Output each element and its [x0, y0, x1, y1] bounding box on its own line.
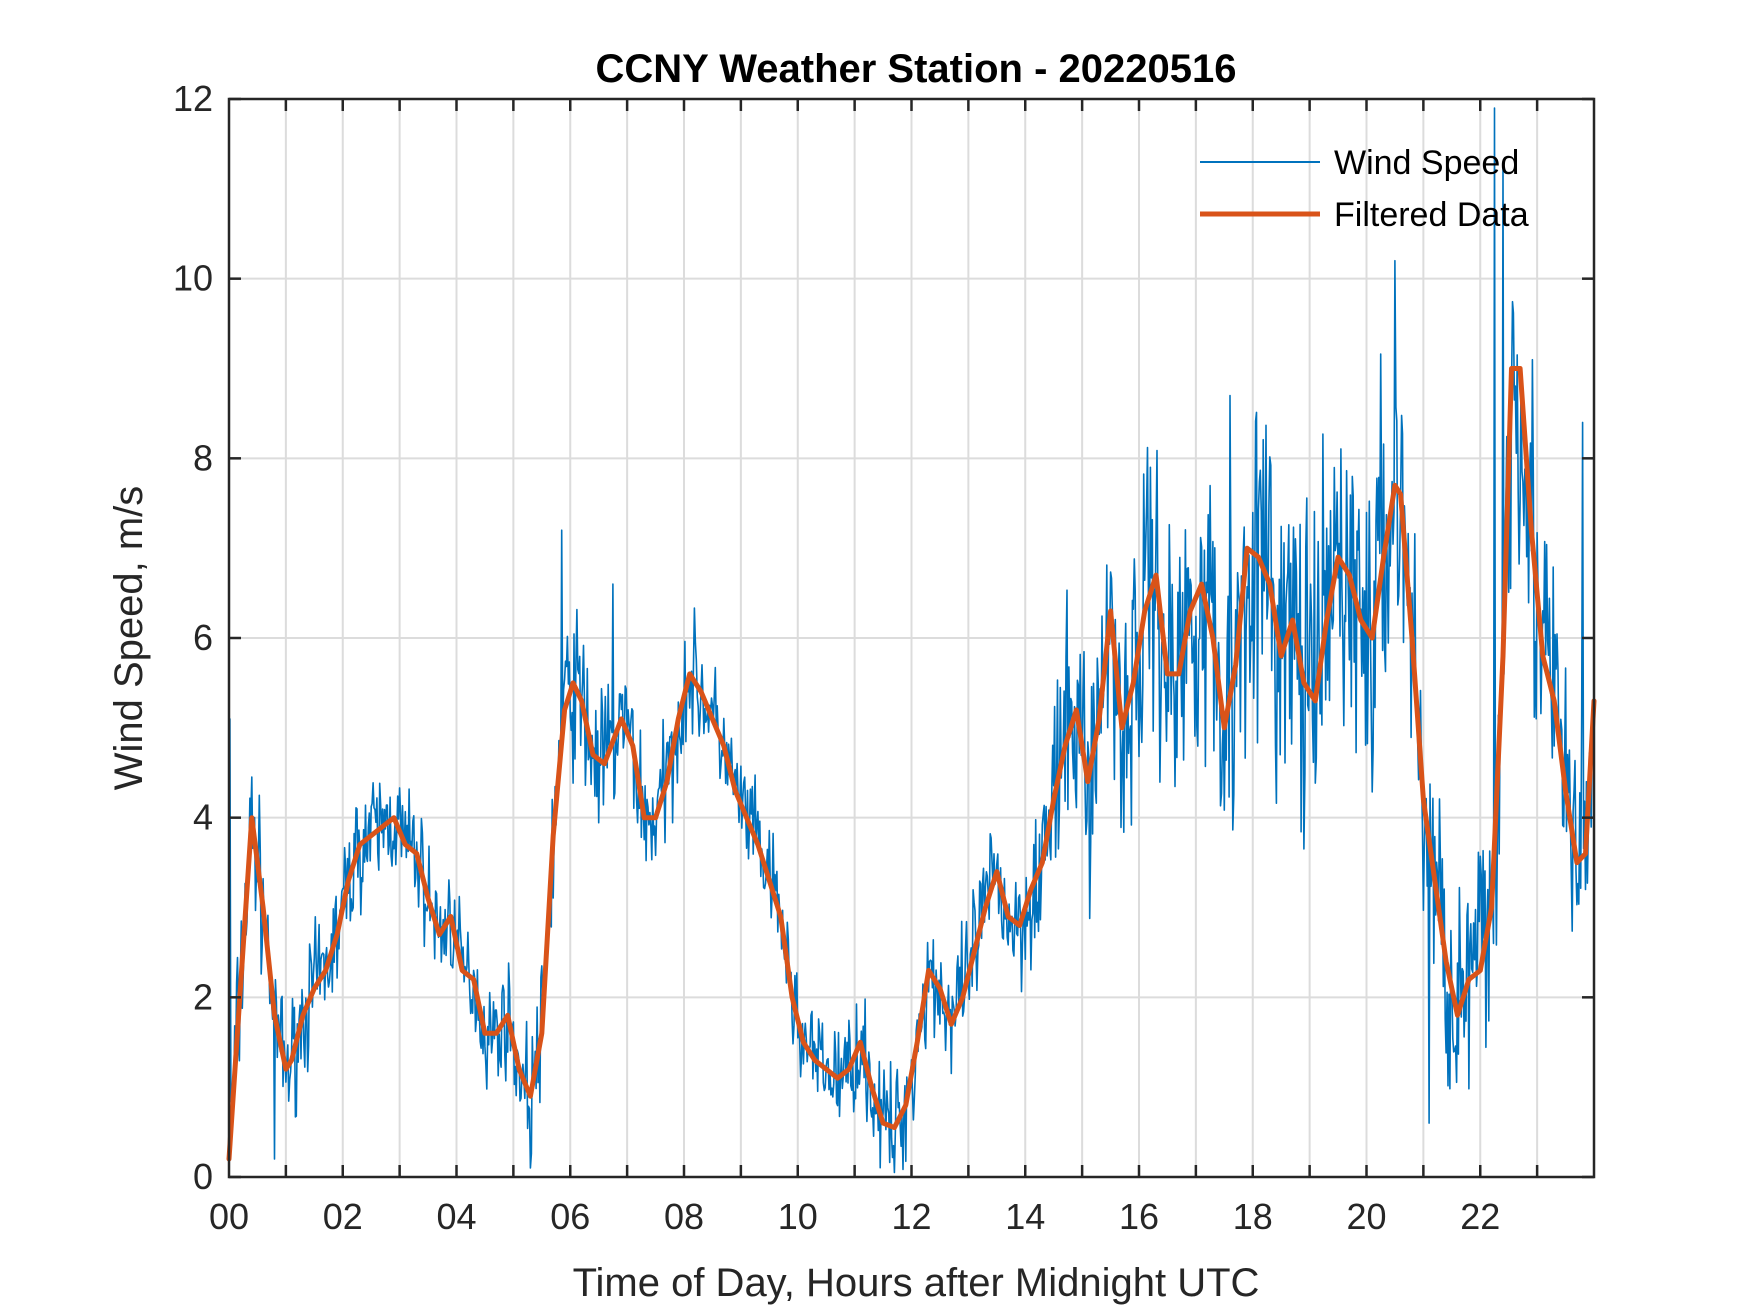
- series-layer: [226, 107, 1597, 1176]
- series-line-filtered-data: [226, 366, 1597, 1162]
- chart-title: CCNY Weather Station - 20220516: [596, 47, 1237, 91]
- x-tick-label: 04: [436, 1196, 476, 1237]
- x-tick-label: 22: [1460, 1196, 1500, 1237]
- x-tick-label: 12: [891, 1196, 931, 1237]
- y-axis-label: Wind Speed, m/s: [107, 486, 151, 791]
- legend-label-filtered-data: Filtered Data: [1334, 196, 1529, 234]
- x-tick-label: 02: [323, 1196, 363, 1237]
- y-tick-label: 0: [193, 1156, 213, 1197]
- y-tick-label: 4: [193, 797, 213, 838]
- x-tick-label: 16: [1119, 1196, 1159, 1237]
- y-tick-label: 8: [193, 437, 213, 478]
- x-tick-label: 08: [664, 1196, 704, 1237]
- x-tick-labels: 00 02 04 06 08 10 12 14 16 18 20 22: [209, 1196, 1500, 1237]
- x-axis-label: Time of Day, Hours after Midnight UTC: [573, 1261, 1260, 1305]
- y-tick-label: 12: [173, 78, 213, 119]
- y-tick-label: 2: [193, 976, 213, 1017]
- x-tick-label: 18: [1233, 1196, 1273, 1237]
- y-tick-label: 6: [193, 617, 213, 658]
- x-tick-label: 00: [209, 1196, 249, 1237]
- legend-label-wind-speed: Wind Speed: [1334, 144, 1519, 182]
- y-tick-labels: 0 2 4 6 8 10 12: [173, 78, 213, 1197]
- legend: Wind Speed Filtered Data: [1200, 144, 1529, 234]
- y-tick-label: 10: [173, 258, 213, 299]
- x-tick-label: 14: [1005, 1196, 1045, 1237]
- x-tick-label: 06: [550, 1196, 590, 1237]
- x-tick-label: 10: [778, 1196, 818, 1237]
- x-tick-label: 20: [1346, 1196, 1386, 1237]
- tick-marks: [229, 97, 1594, 1179]
